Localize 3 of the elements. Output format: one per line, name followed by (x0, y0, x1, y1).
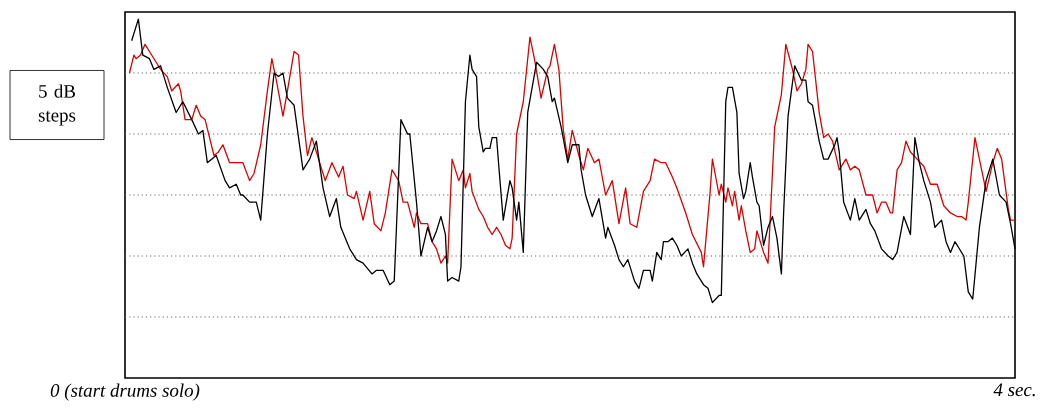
x-tick-label: 0 (start drums solo) (50, 383, 200, 401)
x-tick-label: 4 sec. (993, 383, 1035, 397)
y-axis-title: 5 dB steps (38, 84, 76, 126)
